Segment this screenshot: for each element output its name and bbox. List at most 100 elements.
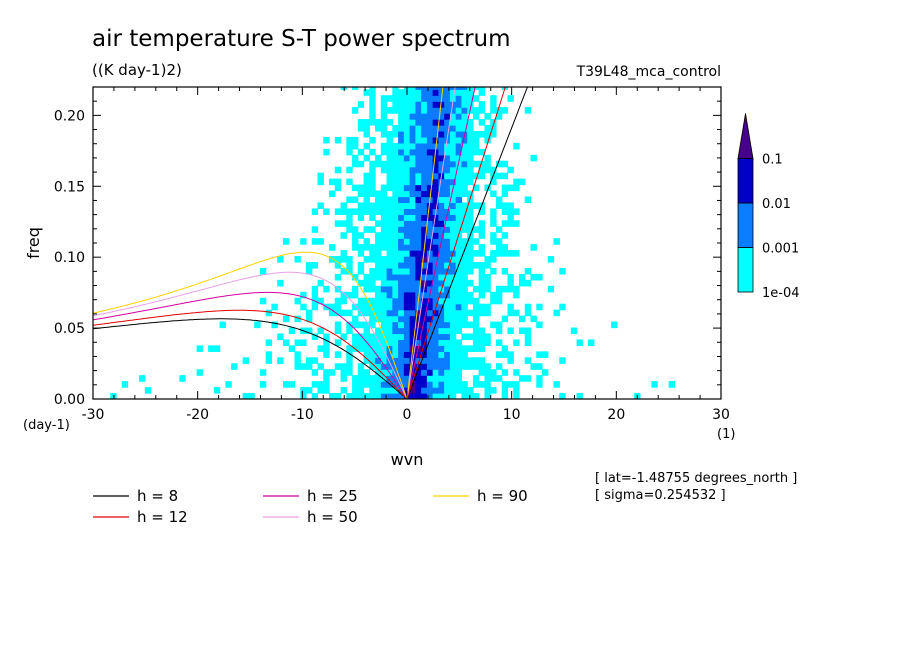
power-cell: [421, 387, 428, 394]
power-cell: [461, 387, 468, 394]
power-cell: [369, 107, 376, 114]
power-cell: [513, 142, 520, 150]
power-cell: [403, 113, 411, 120]
power-cell: [438, 291, 445, 299]
power-cell: [484, 125, 491, 132]
power-cell: [398, 190, 405, 198]
power-cell: [363, 178, 370, 186]
power-cell: [357, 125, 365, 132]
power-cell: [421, 262, 428, 269]
power-cell: [444, 285, 451, 293]
power-cell: [426, 303, 434, 311]
power-cell: [305, 363, 313, 370]
power-cell: [455, 387, 463, 394]
power-cell: [421, 369, 428, 376]
power-cell: [426, 202, 434, 209]
power-cell: [415, 279, 422, 287]
power-cell: [449, 291, 457, 299]
power-cell: [369, 375, 376, 382]
power-cell: [449, 315, 457, 323]
power-cell: [363, 393, 370, 399]
power-cell: [421, 119, 428, 126]
power-cell: [392, 333, 399, 341]
power-cell: [432, 285, 439, 293]
power-cell: [357, 119, 365, 126]
power-cell: [472, 381, 480, 388]
power-cell: [444, 214, 451, 221]
power-cell: [409, 273, 416, 281]
power-cell: [478, 87, 486, 90]
power-cell: [444, 113, 451, 120]
power-cell: [438, 321, 445, 329]
power-cell: [415, 89, 422, 96]
power-cell: [317, 327, 324, 335]
power-cell: [311, 393, 319, 399]
x-tick-label: -20: [186, 407, 209, 423]
power-cell: [495, 250, 503, 257]
power-cell: [357, 250, 365, 257]
power-cell: [409, 285, 416, 293]
power-cell: [392, 160, 399, 168]
power-cell: [403, 267, 411, 275]
power-cell: [467, 256, 474, 263]
power-cell: [432, 291, 439, 299]
power-cell: [421, 393, 428, 399]
power-cell: [461, 285, 468, 293]
power-cell: [421, 196, 428, 204]
power-cell: [415, 166, 422, 174]
power-cell: [461, 184, 468, 192]
power-cell: [421, 184, 428, 192]
power-cell: [490, 208, 497, 215]
power-cell: [346, 262, 353, 269]
power-cell: [375, 339, 382, 346]
power-cell: [461, 172, 468, 180]
power-cell: [421, 87, 428, 90]
power-cell: [357, 387, 365, 394]
power-cell: [392, 327, 399, 335]
power-cell: [524, 267, 532, 275]
power-cell: [478, 291, 486, 299]
power-cell: [438, 256, 445, 263]
power-cell: [472, 250, 480, 257]
power-cell: [398, 142, 405, 150]
power-cell: [196, 369, 203, 376]
power-cell: [455, 291, 463, 299]
power-cell: [432, 178, 439, 186]
power-cell: [392, 267, 399, 275]
power-cell: [426, 273, 434, 281]
power-cell: [495, 285, 503, 293]
power-cell: [392, 309, 399, 317]
power-cell: [449, 89, 457, 96]
power-cell: [323, 148, 330, 156]
power-cell: [472, 357, 480, 364]
power-cell: [461, 256, 468, 263]
power-cell: [415, 226, 422, 233]
power-cell: [357, 202, 365, 209]
power-cell: [421, 101, 428, 108]
power-cell: [426, 256, 434, 263]
power-cell: [375, 154, 382, 162]
power-cell: [467, 387, 474, 394]
power-cell: [449, 226, 457, 233]
colorbar-arrow: [737, 113, 754, 159]
power-cell: [449, 119, 457, 126]
power-cell: [472, 148, 480, 156]
power-cell: [501, 315, 509, 323]
power-cell: [363, 154, 370, 162]
power-cell: [432, 196, 439, 204]
x-tick-label: 30: [712, 407, 730, 423]
power-cell: [449, 267, 457, 275]
power-cell: [403, 136, 411, 144]
power-cell: [242, 357, 250, 364]
power-cell: [259, 381, 267, 388]
power-cell: [426, 113, 434, 120]
power-cell: [449, 279, 457, 287]
power-cell: [346, 351, 353, 358]
power-cell: [311, 262, 319, 269]
power-cell: [455, 148, 463, 156]
power-cell: [403, 125, 411, 132]
power-cell: [363, 369, 370, 376]
power-cell: [392, 339, 399, 346]
power-cell: [363, 357, 370, 364]
power-cell: [449, 172, 457, 180]
